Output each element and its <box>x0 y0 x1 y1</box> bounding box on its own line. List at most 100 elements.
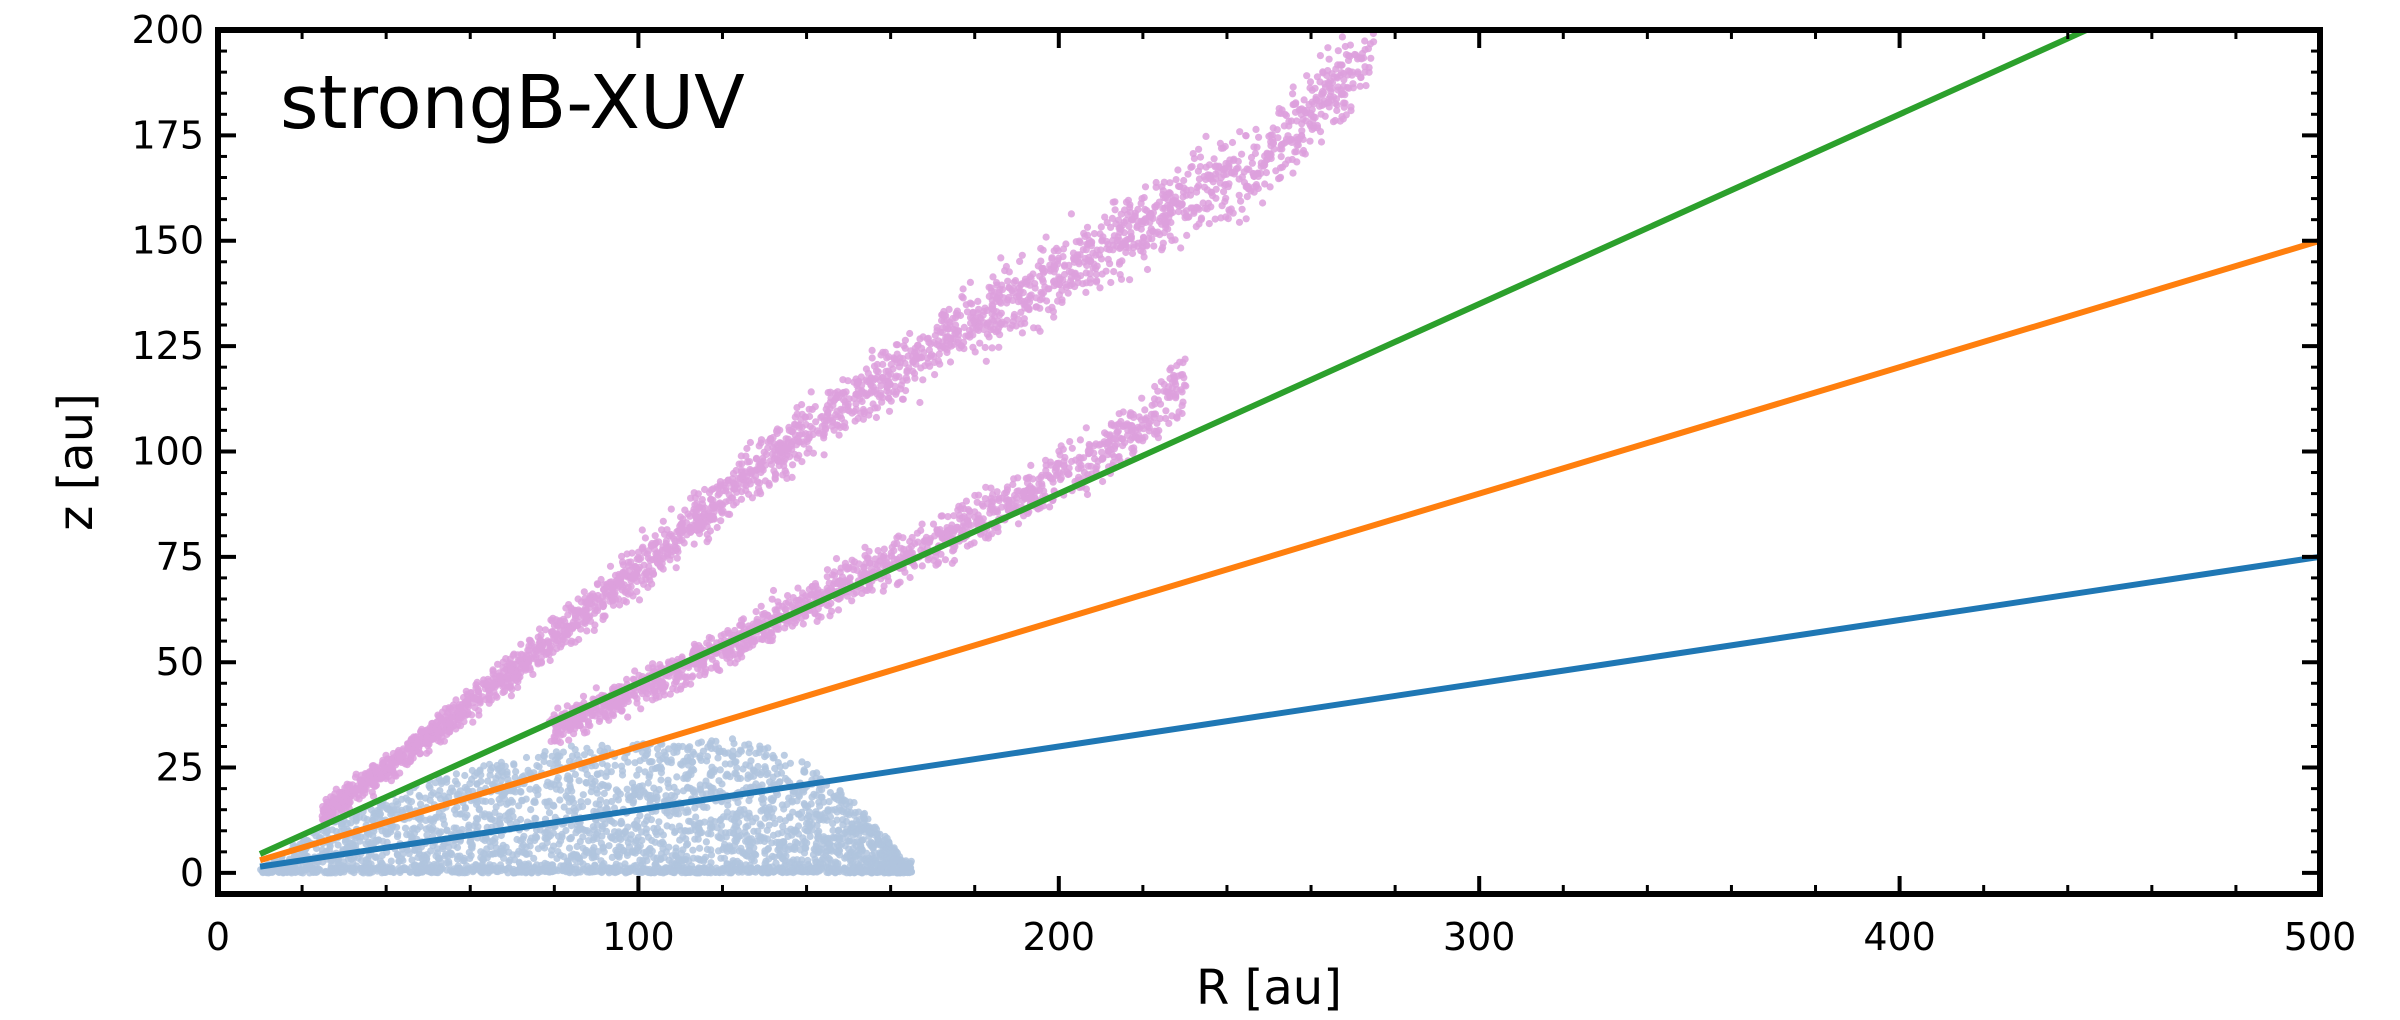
scatter-point <box>765 813 773 821</box>
scatter-point <box>445 843 453 851</box>
scatter-point <box>723 813 731 821</box>
scatter-point <box>764 744 772 752</box>
scatter-point <box>651 532 659 540</box>
scatter-point <box>427 864 435 872</box>
scatter-point <box>503 816 511 824</box>
scatter-point <box>626 835 634 843</box>
scatter-point <box>673 554 681 562</box>
scatter-point <box>545 868 553 876</box>
scatter-point <box>761 753 769 761</box>
scatter-point <box>916 398 924 407</box>
scatter-point <box>672 564 680 572</box>
scatter-point <box>689 846 697 854</box>
scatter-point <box>744 837 752 845</box>
scatter-point <box>856 865 864 874</box>
scatter-point <box>684 808 692 816</box>
scatter-point <box>791 421 799 429</box>
scatter-point <box>699 747 708 755</box>
scatter-point <box>642 752 650 760</box>
scatter-point <box>579 802 587 811</box>
scatter-point <box>581 765 590 774</box>
scatter-point <box>1226 156 1234 164</box>
scatter-point <box>443 827 451 835</box>
scatter-point <box>806 832 814 841</box>
scatter-point <box>689 765 697 773</box>
scatter-point <box>1210 155 1218 163</box>
scatter-point <box>663 822 671 830</box>
scatter-point <box>1236 128 1244 136</box>
scatter-point <box>682 841 691 849</box>
scatter-point <box>809 851 818 859</box>
scatter-point <box>1220 188 1228 196</box>
scatter-point <box>522 753 531 762</box>
scatter-point <box>717 815 725 824</box>
scatter-point <box>493 761 501 770</box>
scatter-point <box>425 824 433 832</box>
scatter-point <box>931 371 939 379</box>
scatter-point <box>1172 176 1180 184</box>
scatter-point <box>1060 270 1069 279</box>
scatter-point <box>414 853 422 862</box>
scatter-point <box>444 852 452 860</box>
scatter-point <box>1255 133 1263 141</box>
scatter-point <box>479 856 488 864</box>
scatter-point <box>660 868 668 876</box>
scatter-point <box>1195 175 1203 183</box>
scatter-point <box>733 813 741 822</box>
scatter-point <box>1261 180 1269 188</box>
scatter-point <box>845 802 853 811</box>
scatter-point <box>568 796 576 804</box>
scatter-point <box>553 854 561 863</box>
scatter-point <box>1356 82 1364 90</box>
scatter-point <box>1334 47 1342 55</box>
scatter-point <box>593 789 602 797</box>
scatter-point <box>879 373 887 381</box>
scatter-point <box>675 822 684 830</box>
scatter-point <box>641 534 650 542</box>
scatter-point <box>1016 257 1024 265</box>
scatter-point <box>643 825 651 833</box>
scatter-point <box>608 853 616 862</box>
scatter-point <box>401 824 410 832</box>
scatter-point <box>408 825 417 833</box>
scatter-point <box>1293 158 1301 166</box>
scatter-point <box>1317 138 1326 146</box>
scatter-point <box>1212 162 1220 170</box>
scatter-point <box>1306 78 1315 86</box>
scatter-point <box>985 283 993 291</box>
scatter-point <box>363 816 371 824</box>
scatter-point <box>743 865 751 874</box>
scatter-point <box>394 830 402 838</box>
scatter-point <box>638 836 646 845</box>
scatter-point <box>597 839 606 847</box>
scatter-point <box>886 848 894 856</box>
scatter-point <box>667 505 675 513</box>
scatter-point <box>730 825 738 833</box>
scatter-point <box>1109 246 1117 254</box>
scatter-point <box>626 867 634 876</box>
scatter-point <box>754 769 762 777</box>
scatter-point <box>440 737 448 745</box>
scatter-point <box>730 739 738 748</box>
scatter-point <box>432 852 440 860</box>
scatter-point <box>819 431 828 440</box>
scatter-point <box>1034 324 1042 332</box>
scatter-point <box>707 830 715 838</box>
scatter-point <box>735 868 743 876</box>
scatter-point <box>769 831 778 840</box>
scatter-point <box>618 819 626 827</box>
scatter-point <box>746 438 755 447</box>
scatter-point <box>684 771 692 780</box>
scatter-point <box>671 828 679 837</box>
scatter-point <box>835 836 843 844</box>
scatter-point <box>600 789 608 798</box>
scatter-point <box>534 845 543 853</box>
scatter-point <box>901 336 910 344</box>
scatter-point <box>615 828 623 836</box>
scatter-point <box>1238 150 1246 158</box>
scatter-point <box>1311 84 1319 92</box>
scatter-point <box>621 827 629 836</box>
scatter-point <box>1240 168 1248 176</box>
scatter-point <box>773 865 781 873</box>
scatter-point <box>427 817 435 825</box>
